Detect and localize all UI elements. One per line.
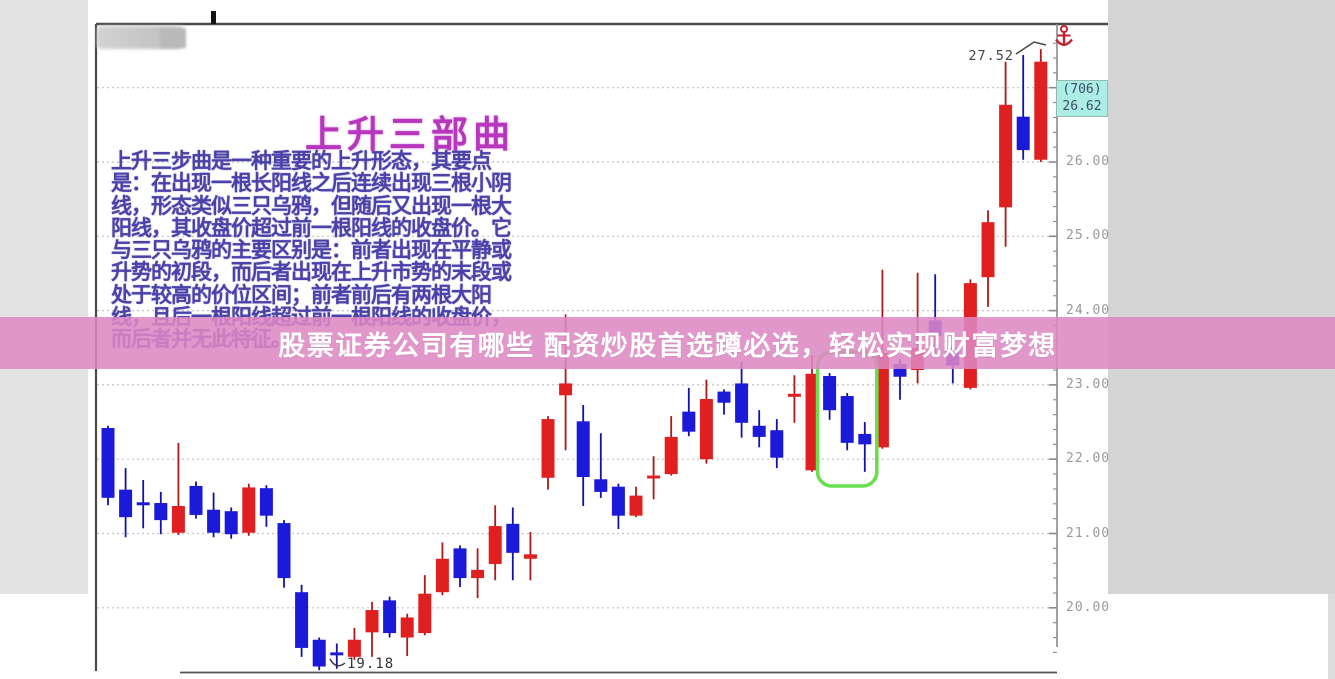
candle-down [154, 503, 168, 521]
promo-banner-text: 股票证券公司有哪些 配资炒股首选蹲必选，轻松实现财富梦想 [278, 330, 1057, 361]
left-margin [0, 0, 88, 594]
promo-banner: 股票证券公司有哪些 配资炒股首选蹲必选，轻松实现财富梦想 [0, 317, 1335, 369]
candle-down [506, 523, 520, 553]
candle-down [207, 509, 221, 533]
candle-down [1016, 116, 1030, 151]
low-price-annotation: 19.18 [347, 656, 394, 672]
candle-up [999, 104, 1013, 208]
candle-down [823, 375, 837, 411]
candle-up [647, 475, 661, 479]
axis-tick-label: 23.00 [1066, 376, 1111, 392]
candle-up [699, 399, 713, 460]
right-margin [1108, 0, 1335, 594]
axis-tick-label: 25.00 [1066, 228, 1111, 244]
candle-down [224, 511, 238, 535]
candle-down [453, 548, 467, 579]
candle-down [611, 486, 625, 516]
candle-down [330, 652, 344, 656]
candle-up [418, 593, 432, 634]
candle-up [435, 558, 449, 593]
candle-down [735, 383, 749, 423]
high-price-annotation: 27.52 [968, 48, 1014, 64]
candle-down [383, 600, 397, 634]
candle-up [664, 436, 678, 475]
right-edge-strip [1328, 594, 1335, 679]
candle-up [787, 393, 801, 397]
candle-down [312, 639, 326, 667]
candle-up [171, 506, 185, 533]
candle-down [682, 411, 696, 432]
axis-tick-label: 21.00 [1066, 525, 1111, 541]
low-annotation-pointer [329, 658, 346, 667]
price-tag-price: 26.62 [1062, 99, 1102, 114]
current-price-tag: (706) 26.62 [1056, 80, 1108, 117]
candle-up [242, 487, 256, 533]
price-tag-volume: (706) [1062, 82, 1102, 97]
candle-down [858, 433, 872, 445]
candle-up [471, 569, 485, 579]
top-tick-mark [211, 11, 216, 24]
article-title: 上升三部曲 [305, 114, 515, 155]
candle-down [136, 502, 150, 506]
candle-down [770, 430, 784, 458]
candle-up [559, 383, 573, 396]
candle-down [189, 485, 203, 515]
candle-up [347, 639, 361, 657]
candle-down [717, 391, 731, 403]
axis-tick-label: 22.00 [1066, 451, 1111, 467]
candle-down [259, 488, 273, 516]
axis-tick-label: 26.00 [1066, 154, 1111, 169]
high-annotation-pointer [1015, 41, 1047, 55]
candle-down [752, 425, 766, 437]
candle-up [488, 526, 502, 564]
candle-up [523, 554, 537, 559]
candle-down [119, 489, 133, 518]
candle-down [840, 396, 854, 443]
candle-down [576, 421, 590, 478]
blurred-watermark-fragment [160, 28, 186, 48]
anchor-icon [1060, 25, 1068, 33]
anchor-icon [1055, 38, 1073, 46]
candle-up [365, 610, 379, 633]
candle-up [875, 352, 889, 448]
candle-up [629, 495, 643, 516]
candle-up [400, 617, 414, 638]
candle-down [101, 427, 115, 498]
candle-down [295, 592, 309, 648]
axis-tick-label: 24.00 [1066, 302, 1111, 318]
candle-down [594, 479, 608, 492]
candle-down [277, 523, 291, 579]
axis-tick-label: 20.00 [1066, 599, 1111, 615]
candle-up [541, 419, 555, 478]
candle-up [981, 222, 995, 278]
candle-up [1034, 61, 1048, 160]
candle-up [805, 373, 819, 471]
